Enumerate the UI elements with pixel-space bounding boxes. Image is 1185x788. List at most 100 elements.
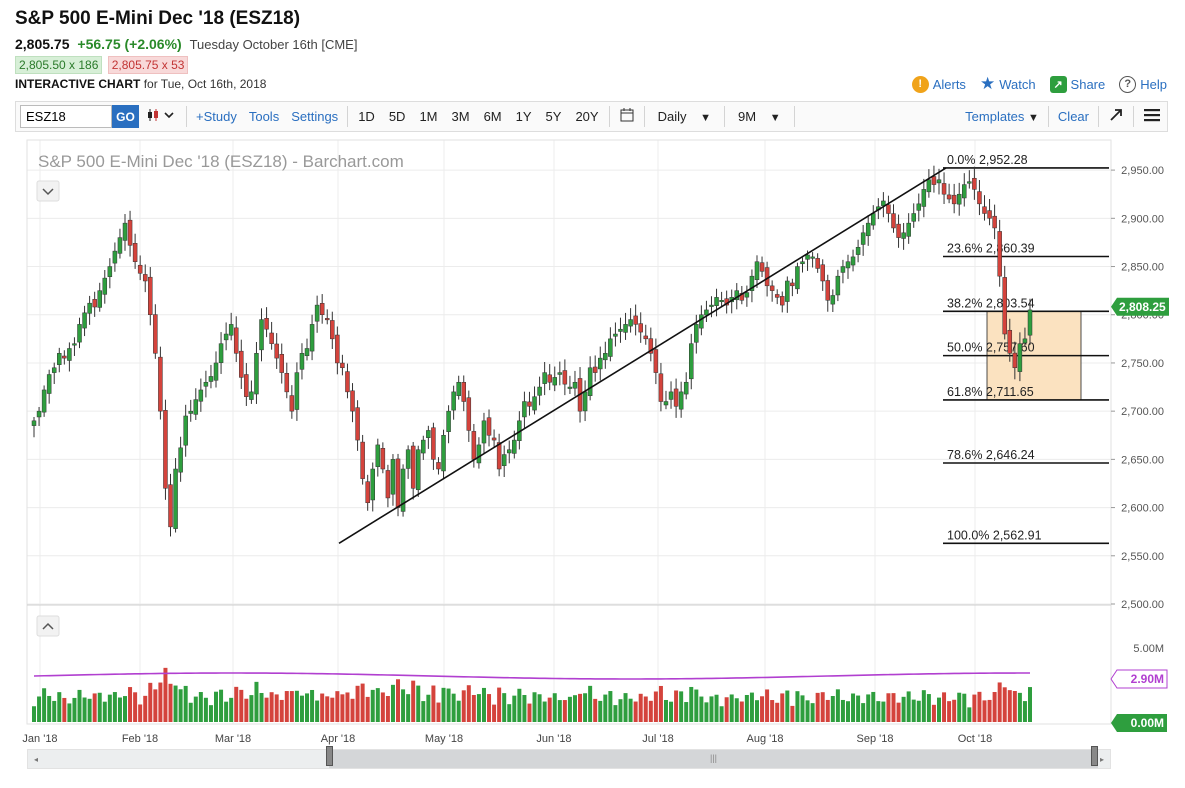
volume-bar bbox=[107, 694, 112, 722]
candle-body bbox=[319, 303, 325, 315]
scroll-handle-left[interactable] bbox=[326, 746, 333, 766]
volume-bar bbox=[294, 690, 299, 722]
clear-button[interactable]: Clear bbox=[1057, 109, 1089, 124]
candle-body bbox=[734, 290, 740, 301]
candle-body bbox=[112, 250, 118, 264]
volume-bar bbox=[461, 690, 466, 722]
volume-bar bbox=[957, 692, 962, 722]
candle-body bbox=[618, 328, 623, 332]
expand-button[interactable] bbox=[1102, 108, 1130, 125]
candle-body bbox=[729, 297, 734, 303]
candle-body bbox=[587, 367, 593, 396]
volume-bar bbox=[77, 689, 82, 722]
y-tick-label: 2,550.00 bbox=[1121, 551, 1164, 563]
candle-body bbox=[901, 232, 906, 239]
candle-body bbox=[557, 372, 563, 375]
share-link[interactable]: ↗ Share bbox=[1049, 75, 1105, 93]
range-6m[interactable]: 6M bbox=[483, 109, 502, 124]
go-button[interactable]: GO bbox=[112, 105, 139, 128]
collapse-volume-pane-button[interactable] bbox=[36, 615, 60, 637]
volume-bar bbox=[431, 685, 436, 722]
volume-bar bbox=[82, 697, 87, 722]
range-1m[interactable]: 1M bbox=[419, 109, 438, 124]
range-1d[interactable]: 1D bbox=[358, 109, 375, 124]
volume-bar bbox=[416, 685, 421, 722]
candle-body bbox=[178, 447, 183, 473]
symbol-input[interactable] bbox=[20, 105, 112, 128]
help-link[interactable]: ? Help bbox=[1119, 75, 1167, 93]
volume-bar bbox=[684, 702, 689, 722]
period-label: 9M bbox=[738, 109, 757, 124]
tools-button[interactable]: Tools bbox=[248, 109, 280, 124]
candle-body bbox=[926, 179, 932, 193]
volume-bar bbox=[219, 689, 224, 722]
range-20y[interactable]: 20Y bbox=[575, 109, 599, 124]
calendar-icon bbox=[620, 108, 634, 122]
period-dropdown[interactable]: 9M ▼ bbox=[728, 109, 791, 124]
star-icon: ★ bbox=[979, 74, 996, 93]
volume-bar bbox=[320, 693, 325, 722]
collapse-price-pane-button[interactable] bbox=[36, 180, 60, 202]
chart-type-dropdown[interactable] bbox=[139, 108, 183, 125]
volume-bar bbox=[552, 693, 557, 722]
interval-dropdown[interactable]: Daily ▼ bbox=[648, 109, 721, 124]
candle-body bbox=[46, 374, 52, 394]
volume-bar bbox=[163, 667, 168, 722]
volume-bar bbox=[168, 683, 173, 722]
chart-scrollbar[interactable]: ◂ ||| ▸ bbox=[27, 746, 1111, 769]
volume-bar bbox=[800, 695, 805, 722]
range-5y[interactable]: 5Y bbox=[545, 109, 562, 124]
candle-body bbox=[537, 386, 542, 396]
candle-body bbox=[132, 243, 138, 262]
candle-body bbox=[471, 431, 477, 460]
help-icon: ? bbox=[1119, 75, 1137, 93]
volume-bar bbox=[633, 701, 638, 722]
alerts-link[interactable]: ! Alerts bbox=[911, 75, 966, 93]
candle-body bbox=[780, 296, 785, 306]
trendline bbox=[338, 167, 947, 545]
scroll-right-icon[interactable]: ▸ bbox=[1099, 755, 1104, 764]
volume-bar bbox=[289, 691, 294, 722]
scroll-grip-icon: ||| bbox=[710, 753, 718, 763]
quote-date: Tuesday October 16th [CME] bbox=[189, 37, 358, 52]
volume-bar bbox=[527, 703, 532, 722]
volume-bar bbox=[1007, 690, 1012, 722]
candle-body bbox=[598, 357, 603, 370]
candle-body bbox=[370, 468, 375, 501]
scroll-left-icon[interactable]: ◂ bbox=[34, 755, 39, 764]
volume-bar bbox=[947, 701, 952, 722]
range-5d[interactable]: 5D bbox=[388, 109, 406, 124]
candle-body bbox=[542, 372, 547, 384]
volume-bar bbox=[572, 695, 577, 722]
candle-body bbox=[193, 399, 199, 415]
candle-body bbox=[972, 177, 977, 190]
calendar-button[interactable] bbox=[613, 108, 641, 125]
candle-body bbox=[1027, 309, 1033, 336]
volume-bar bbox=[866, 694, 871, 722]
toolbar-divider bbox=[643, 106, 645, 127]
candle-body bbox=[233, 327, 239, 354]
templates-dropdown[interactable]: Templates ▼ bbox=[959, 109, 1045, 124]
candle-body bbox=[835, 275, 841, 296]
volume-bar bbox=[360, 683, 365, 722]
range-1y[interactable]: 1Y bbox=[515, 109, 532, 124]
scroll-handle-right[interactable] bbox=[1091, 746, 1098, 766]
scrollbar-thumb[interactable] bbox=[329, 750, 1098, 768]
candle-body bbox=[820, 264, 825, 282]
volume-bar bbox=[709, 696, 714, 722]
candle-body bbox=[572, 381, 578, 389]
study-button[interactable]: +Study bbox=[196, 109, 237, 124]
candle-body bbox=[335, 334, 340, 364]
watch-link[interactable]: ★ Watch bbox=[980, 74, 1036, 94]
candle-body bbox=[390, 459, 396, 495]
settings-button[interactable]: Settings bbox=[291, 109, 339, 124]
menu-button[interactable] bbox=[1137, 108, 1167, 125]
toolbar-divider bbox=[1047, 106, 1049, 127]
range-3m[interactable]: 3M bbox=[451, 109, 470, 124]
candle-body bbox=[107, 266, 113, 277]
volume-bar bbox=[871, 691, 876, 722]
candle-body bbox=[461, 382, 466, 402]
volume-bar bbox=[148, 682, 153, 722]
volume-bar bbox=[380, 692, 385, 722]
candle-body bbox=[77, 324, 82, 343]
